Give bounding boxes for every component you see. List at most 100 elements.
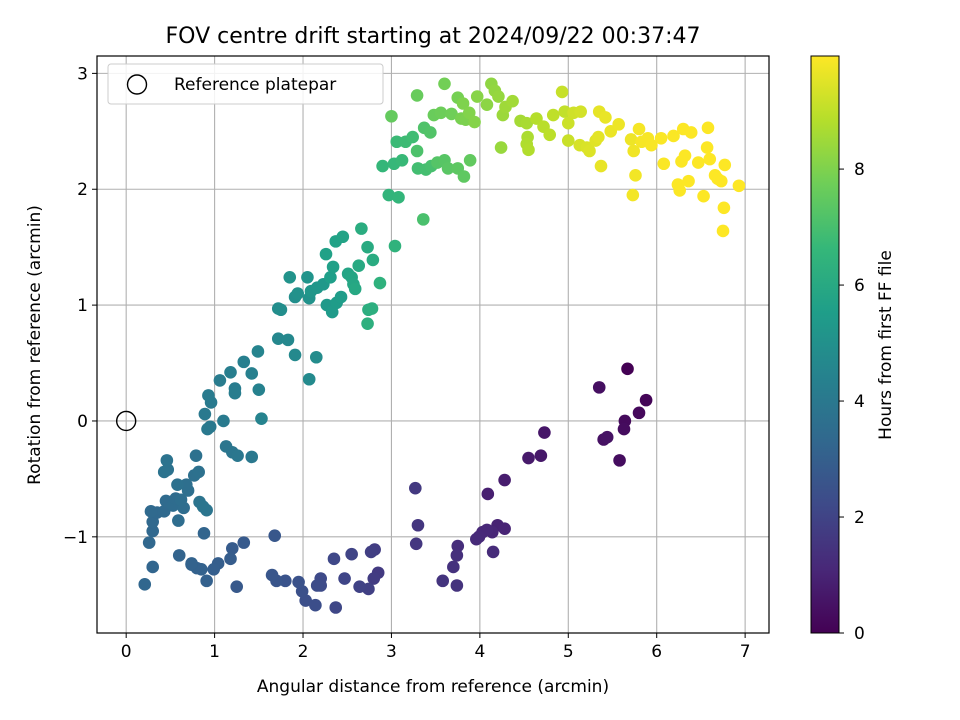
data-point xyxy=(367,572,381,585)
data-point xyxy=(390,135,404,149)
data-point xyxy=(410,89,424,102)
data-point xyxy=(355,222,368,235)
data-point xyxy=(462,106,476,120)
data-point xyxy=(230,580,244,593)
data-point xyxy=(697,189,710,203)
data-point xyxy=(160,454,174,467)
data-point xyxy=(388,239,402,253)
data-point xyxy=(237,355,251,369)
data-point xyxy=(621,362,634,376)
y-tick-label: 2 xyxy=(77,180,88,200)
data-point xyxy=(196,500,210,514)
data-point xyxy=(361,317,374,330)
data-point xyxy=(480,98,494,111)
data-point xyxy=(292,575,305,589)
data-point xyxy=(410,144,424,158)
data-point xyxy=(385,109,398,123)
data-point xyxy=(185,557,198,570)
data-point xyxy=(561,116,575,130)
data-point xyxy=(592,130,605,144)
colorbar-label: Hours from first FF file xyxy=(876,250,896,440)
data-point xyxy=(265,568,279,582)
data-point xyxy=(714,174,728,188)
data-point xyxy=(438,77,451,91)
data-point xyxy=(626,188,640,202)
data-point xyxy=(450,549,464,562)
data-point xyxy=(231,449,244,463)
data-point xyxy=(172,549,186,562)
legend-marker xyxy=(126,74,148,95)
data-point xyxy=(409,537,423,551)
colorbar-gradient xyxy=(810,55,840,634)
grid xyxy=(97,56,769,633)
data-point xyxy=(416,213,430,226)
data-point xyxy=(271,332,285,346)
data-point xyxy=(180,478,193,491)
data-point xyxy=(546,108,560,122)
data-point xyxy=(612,118,625,131)
colorbar-tick-label: 0 xyxy=(854,624,865,644)
data-point xyxy=(319,247,333,261)
data-point xyxy=(288,348,302,362)
data-point xyxy=(456,97,470,110)
data-point xyxy=(534,449,548,463)
data-point xyxy=(198,407,212,421)
data-point xyxy=(629,169,642,182)
colorbar-ticks: 0 2 4 6 8 xyxy=(839,160,865,644)
data-point xyxy=(142,536,156,549)
data-point xyxy=(345,547,358,561)
data-point xyxy=(334,290,348,304)
data-point xyxy=(682,174,695,188)
x-tick-label: 6 xyxy=(651,642,662,662)
data-point xyxy=(217,414,230,428)
legend-box xyxy=(107,63,384,105)
data-point xyxy=(310,579,324,592)
x-tick-label: 4 xyxy=(474,642,485,662)
data-point xyxy=(348,282,362,296)
x-tick-label: 7 xyxy=(740,642,751,662)
y-tick-label: −1 xyxy=(63,528,88,548)
data-point xyxy=(654,131,668,145)
data-point xyxy=(353,580,366,593)
data-point xyxy=(667,129,680,143)
data-point xyxy=(450,579,464,592)
data-point xyxy=(274,303,288,317)
data-point xyxy=(382,188,396,202)
data-point xyxy=(627,144,641,158)
data-point xyxy=(424,126,437,139)
data-point xyxy=(561,134,575,147)
data-point xyxy=(283,270,297,284)
data-point xyxy=(251,345,265,358)
data-point xyxy=(207,562,221,576)
data-point xyxy=(678,149,692,162)
x-tick-label: 2 xyxy=(298,642,309,662)
data-point xyxy=(281,333,295,347)
data-point xyxy=(506,94,519,108)
data-point xyxy=(327,552,341,566)
x-tick-label: 5 xyxy=(563,642,574,662)
data-point xyxy=(445,107,458,121)
data-point xyxy=(451,539,465,553)
data-point xyxy=(255,412,268,425)
data-point xyxy=(200,574,213,588)
data-point xyxy=(599,111,612,124)
data-point xyxy=(409,481,422,495)
x-tick-label: 3 xyxy=(386,642,397,662)
legend-entry-reference-platepar: Reference platepar xyxy=(174,75,336,95)
colorbar-tick-label: 6 xyxy=(854,276,865,296)
data-point xyxy=(329,601,343,614)
data-point xyxy=(366,253,380,267)
data-point xyxy=(457,170,471,183)
data-point xyxy=(268,529,282,542)
data-point xyxy=(632,406,646,420)
data-point xyxy=(144,505,158,518)
data-point xyxy=(361,240,374,254)
data-point xyxy=(245,450,259,464)
data-point xyxy=(434,106,448,120)
y-tick-label: 3 xyxy=(77,64,88,84)
data-point xyxy=(574,105,587,118)
data-point xyxy=(684,126,698,139)
data-point xyxy=(673,184,686,197)
data-point xyxy=(470,90,484,103)
